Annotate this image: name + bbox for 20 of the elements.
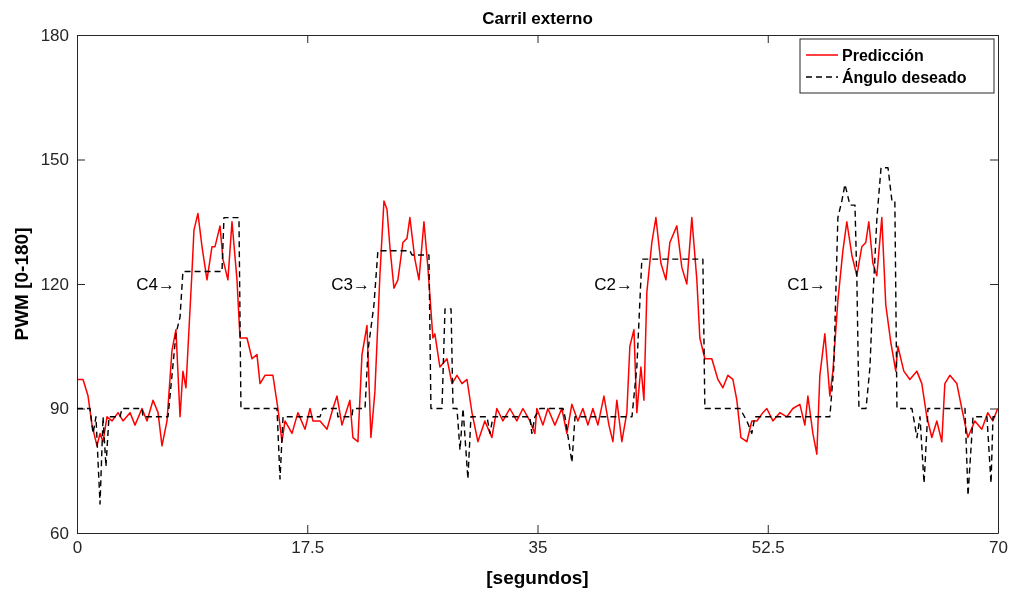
annotation: C3→	[331, 274, 370, 294]
y-tick-label: 180	[40, 25, 69, 45]
y-tick-label: 150	[40, 150, 69, 170]
x-tick-label: 0	[72, 538, 83, 558]
annotation: C4→	[136, 274, 175, 294]
y-tick-label: 60	[50, 523, 69, 543]
x-tick-label: 70	[989, 538, 1008, 558]
y-axis-title: PWM [0-180]	[11, 227, 32, 341]
chart-title: Carril externo	[482, 9, 593, 28]
legend-label: Ángulo deseado	[842, 67, 967, 86]
x-tick-label: 35	[528, 538, 548, 558]
line-series	[77, 200, 999, 455]
legend-label: Predicción	[842, 46, 924, 64]
y-tick-label: 120	[40, 274, 69, 294]
x-tick-label: 17.5	[291, 538, 325, 558]
x-axis-title: [segundos]	[486, 567, 589, 588]
x-tick-label: 52.5	[751, 538, 785, 558]
annotation: C1→	[787, 274, 826, 294]
annotation: C2→	[594, 274, 633, 294]
y-tick-label: 90	[50, 399, 69, 419]
